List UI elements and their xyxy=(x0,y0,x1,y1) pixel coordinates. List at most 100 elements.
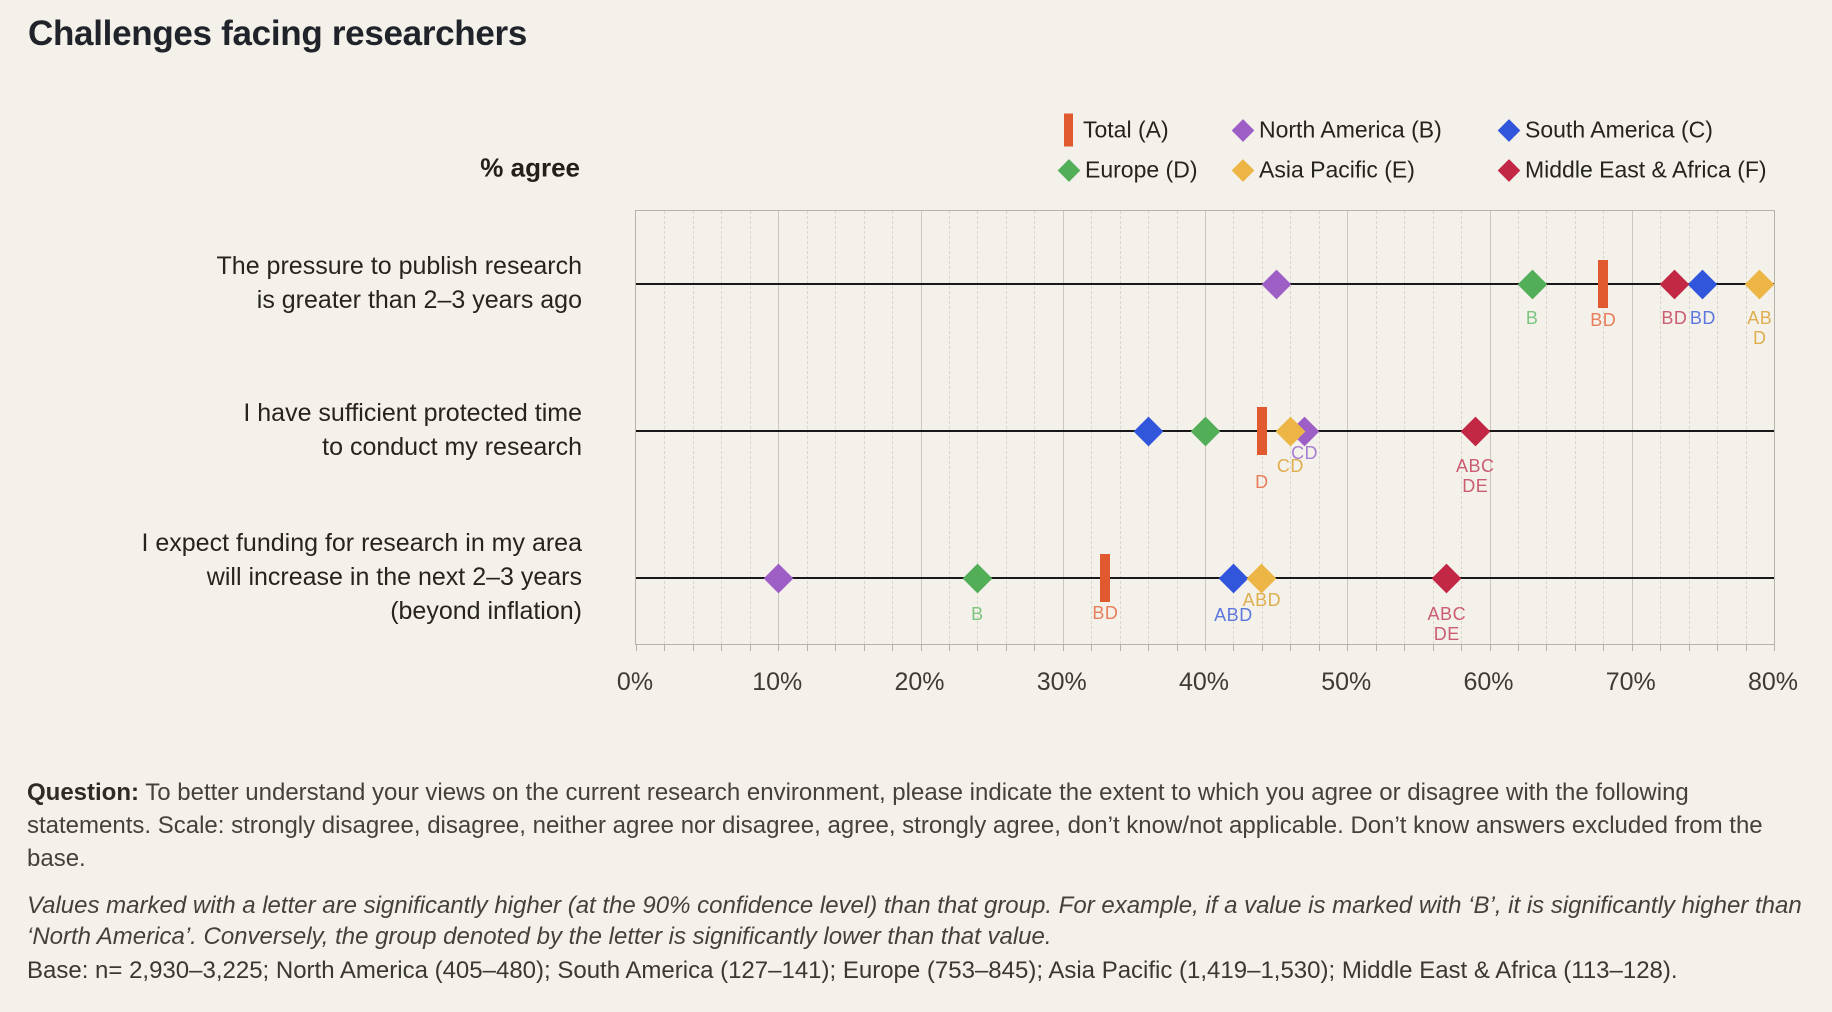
axis-tick xyxy=(1489,644,1491,651)
axis-tick xyxy=(1176,644,1178,651)
legend-item-b: North America (B) xyxy=(1231,116,1442,144)
marker-b-diamond-row3 xyxy=(763,563,794,593)
gridline-major xyxy=(1631,211,1633,644)
sig-label-e-row1: AB D xyxy=(1747,308,1773,348)
gridline-minor xyxy=(1005,211,1007,644)
sig-label-c-row1: BD xyxy=(1689,308,1716,328)
axis-tick xyxy=(1546,644,1548,651)
axis-tick xyxy=(863,644,865,651)
legend-label-e: Asia Pacific (E) xyxy=(1259,156,1415,183)
x-axis-tick-label: 30% xyxy=(1036,668,1087,696)
axis-tick xyxy=(1034,644,1036,651)
question-body: To better understand your views on the c… xyxy=(27,779,1763,872)
sig-label-f-row3: ABC DE xyxy=(1427,604,1467,644)
marker-c-diamond-row2 xyxy=(1133,416,1163,446)
gridline-minor xyxy=(1233,211,1235,644)
plot-area: BD BD B AB D BD D CD CD ABC DE BD ABD B ABD ABC DE xyxy=(635,210,1775,651)
marker-e-diamond-row3 xyxy=(1247,563,1277,593)
x-axis-tick-label: 20% xyxy=(894,668,945,696)
axis-tick xyxy=(977,644,979,651)
sig-label-f-row1: BD xyxy=(1661,308,1688,328)
base-note-text: Base: n= 2,930–3,225; North America (405… xyxy=(27,957,1678,984)
axis-tick xyxy=(1574,644,1576,651)
axis-tick xyxy=(1318,644,1320,651)
gridline-minor xyxy=(664,211,666,644)
x-axis-tick-label: 70% xyxy=(1605,668,1656,696)
x-axis-tick-label: 80% xyxy=(1747,668,1799,696)
legend-diamond-swatch-icon xyxy=(1497,118,1521,142)
axis-tick xyxy=(1205,644,1206,651)
gridline-minor xyxy=(892,211,894,644)
sig-label-a-row1: BD xyxy=(1590,310,1617,330)
legend-item-e: Asia Pacific (E) xyxy=(1231,156,1415,184)
axis-tick xyxy=(778,644,780,651)
axis-tick xyxy=(835,644,837,651)
gridline-minor xyxy=(948,211,950,644)
sig-label-c-row3: ABD xyxy=(1214,605,1253,625)
sig-label-e-row3: ABD xyxy=(1242,590,1282,610)
row-line xyxy=(636,283,1774,285)
gridline-minor xyxy=(1318,211,1320,644)
axis-tick xyxy=(1290,644,1292,651)
axis-tick xyxy=(948,644,950,651)
legend-diamond-swatch-icon xyxy=(1231,158,1255,182)
gridline-minor xyxy=(835,211,837,644)
axis-tick xyxy=(1347,644,1349,651)
x-axis-tick-label: 50% xyxy=(1321,668,1372,696)
row-label: I expect funding for research in my area… xyxy=(141,529,582,625)
axis-tick xyxy=(1432,644,1434,651)
gridline-minor xyxy=(1660,211,1662,644)
legend-diamond-swatch-icon xyxy=(1497,158,1521,182)
gridline-minor xyxy=(806,211,808,644)
axis-tick xyxy=(1119,644,1121,651)
axis-tick xyxy=(806,644,808,651)
axis-tick xyxy=(1660,644,1662,651)
axis-tick xyxy=(1461,644,1463,651)
legend-bar-swatch-icon xyxy=(1064,113,1073,147)
row-label: I have sufficient protected time to condu… xyxy=(243,399,582,461)
gridline-minor xyxy=(1176,211,1178,644)
axis-tick xyxy=(1774,644,1775,651)
x-axis-tick-label: 40% xyxy=(1178,668,1230,696)
legend-item-a: Total (A) xyxy=(1058,113,1169,147)
sig-label-d-row3: B xyxy=(971,604,984,624)
gridline-major xyxy=(1489,211,1491,644)
gridline-minor xyxy=(749,211,751,644)
legend-item-d: Europe (D) xyxy=(1057,157,1197,184)
x-axis-tick-label: 10% xyxy=(752,668,803,696)
page-title: Challenges facing researchers xyxy=(28,14,528,53)
axis-tick xyxy=(1005,644,1007,651)
gridline-minor xyxy=(721,211,723,644)
axis-tick xyxy=(692,644,694,651)
axis-tick xyxy=(1717,644,1719,651)
gridline-major xyxy=(1347,211,1349,644)
gridline-minor xyxy=(1119,211,1121,644)
axis-tick xyxy=(1688,644,1690,651)
sig-label-f-row2: ABC DE xyxy=(1456,456,1495,496)
legend-label-a: Total (A) xyxy=(1083,116,1169,143)
axis-header-label: % agree xyxy=(480,152,580,183)
axis-tick xyxy=(1631,644,1633,651)
axis-tick xyxy=(1062,644,1064,651)
axis-tick xyxy=(1745,644,1747,651)
legend-label-b: North America (B) xyxy=(1259,116,1442,143)
marker-c-diamond-row1 xyxy=(1688,269,1718,299)
gridline-minor xyxy=(1574,211,1576,644)
legend-item-c: South America (C) xyxy=(1497,117,1713,144)
legend-diamond-swatch-icon xyxy=(1231,118,1255,142)
question-label: Question: xyxy=(27,779,139,806)
legend-label-f: Middle East & Africa (F) xyxy=(1525,156,1767,183)
axis-tick xyxy=(1233,644,1235,651)
marker-f-diamond-row1 xyxy=(1659,269,1690,299)
significance-note-text: Values marked with a letter are signific… xyxy=(27,892,1802,950)
gridline-minor xyxy=(1546,211,1548,644)
marker-f-diamond-row2 xyxy=(1460,416,1491,446)
axis-tick xyxy=(1404,644,1406,651)
axis-tick xyxy=(892,644,894,651)
row-line xyxy=(636,577,1774,579)
legend-diamond-swatch-icon xyxy=(1057,158,1081,182)
x-axis-tick-label: 0% xyxy=(616,668,654,696)
axis-tick xyxy=(1091,644,1093,651)
sig-label-d-row1: B xyxy=(1525,308,1539,328)
